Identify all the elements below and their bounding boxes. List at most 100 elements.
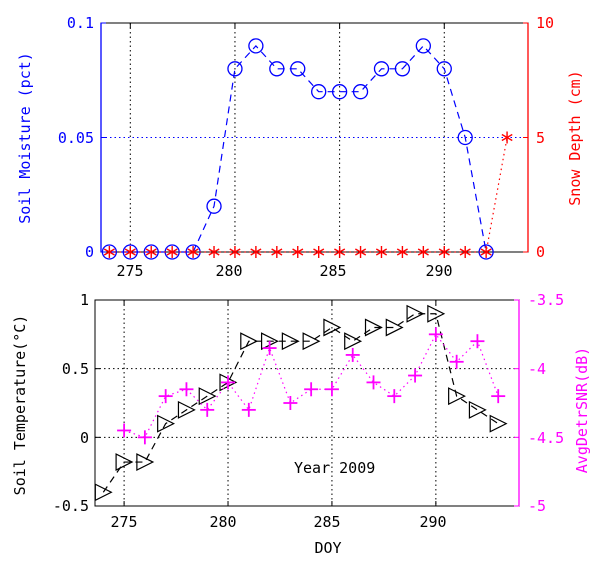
bottom-right-tick-label: -3.5 [528, 291, 564, 309]
data-point [387, 389, 402, 404]
data-point [364, 318, 383, 337]
data-point [290, 61, 306, 77]
data-point [187, 246, 199, 258]
data-point [250, 246, 262, 258]
data-point [344, 332, 363, 351]
data-point [103, 246, 115, 258]
data-point [281, 332, 300, 351]
series-line [109, 137, 508, 253]
data-point [241, 402, 256, 417]
data-point [501, 131, 513, 144]
data-point [417, 246, 429, 258]
bottom-right-tick-label: -4.5 [528, 429, 564, 447]
bottom-left-axis-title: Soil Temperature(°C) [11, 315, 29, 496]
bottom-left-tick-label: -0.5 [53, 497, 89, 515]
data-point [200, 402, 215, 417]
data-point [355, 246, 367, 258]
bottom-x-tick-label: 290 [419, 513, 446, 531]
bottom-grid [95, 300, 519, 506]
bottom-right-tick-label: -5 [528, 497, 546, 515]
bottom-x-tick-label: 285 [313, 513, 340, 531]
data-point [415, 38, 431, 54]
data-point [345, 347, 360, 362]
data-point [334, 246, 346, 258]
top-right-axis-title: Snow Depth (cm) [566, 70, 584, 205]
data-point [136, 453, 155, 472]
top-x-tick-label: 275 [116, 262, 143, 280]
data-point [470, 334, 485, 349]
data-point [122, 244, 138, 260]
data-point [489, 414, 508, 433]
data-point [448, 387, 466, 406]
data-point [262, 341, 277, 356]
data-point [427, 304, 446, 323]
data-point [302, 332, 321, 351]
top-left-axis-title: Soil Moisture (pct) [16, 52, 34, 224]
data-point [179, 382, 194, 397]
data-point [166, 246, 178, 258]
data-point [449, 354, 464, 369]
data-point [157, 414, 176, 433]
data-point [396, 246, 408, 258]
data-point [313, 246, 325, 258]
bottom-series [94, 304, 508, 502]
top-x-tick-label: 290 [425, 262, 452, 280]
top-right-tick-label: 5 [536, 129, 545, 147]
top-grid [101, 23, 528, 252]
bottom-left-tick-label: 0.5 [62, 360, 89, 378]
data-point [117, 423, 132, 438]
top-x-tick-label: 280 [215, 262, 242, 280]
bottom-left-tick-label: 0 [80, 429, 89, 447]
bottom-panel: -0.5 0 0.5 1 -5 -4.5 -4 -3.5 275 280 285… [11, 291, 591, 557]
data-point [478, 244, 494, 260]
data-point [491, 389, 506, 404]
bottom-ticks [95, 299, 519, 507]
data-point [292, 246, 304, 258]
data-point [375, 246, 388, 258]
bottom-right-axis-title: AvgDetrSNR(dB) [573, 347, 591, 473]
data-point [323, 318, 342, 337]
data-point [283, 396, 298, 410]
data-point [271, 246, 283, 258]
data-point [145, 246, 157, 258]
top-right-tick-label: 10 [536, 14, 554, 32]
data-point [208, 246, 220, 258]
data-point [457, 129, 473, 146]
data-point [198, 387, 217, 406]
data-point [352, 84, 369, 100]
bottom-x-tick-label: 275 [110, 513, 137, 531]
data-point [366, 375, 381, 390]
data-point [101, 244, 118, 260]
bottom-left-tick-label: 1 [80, 291, 89, 309]
year-annotation: Year 2009 [294, 459, 375, 477]
data-point [124, 246, 136, 258]
data-point [436, 61, 452, 77]
data-point [143, 244, 159, 260]
data-point [137, 430, 152, 445]
data-point [438, 246, 450, 258]
top-right-tick-label: 0 [536, 243, 545, 261]
data-point [221, 375, 236, 390]
data-point [227, 61, 243, 77]
top-left-tick-label: 0.1 [67, 14, 94, 32]
data-point [94, 483, 113, 502]
data-point [115, 453, 134, 472]
top-x-tick-label: 285 [319, 262, 346, 280]
data-point [480, 246, 492, 258]
data-point [428, 327, 443, 342]
data-point [311, 84, 327, 100]
data-point [240, 332, 259, 351]
data-point [158, 389, 173, 404]
data-point [385, 318, 404, 337]
data-point [394, 61, 411, 77]
top-left-tick-label: 0.05 [58, 129, 94, 147]
top-left-tick-label: 0 [85, 243, 94, 261]
data-point [406, 304, 425, 323]
data-point [408, 368, 423, 383]
bottom-right-tick-label: -4 [528, 360, 546, 378]
data-point [468, 400, 487, 419]
data-point [331, 84, 348, 100]
data-point [229, 246, 241, 258]
